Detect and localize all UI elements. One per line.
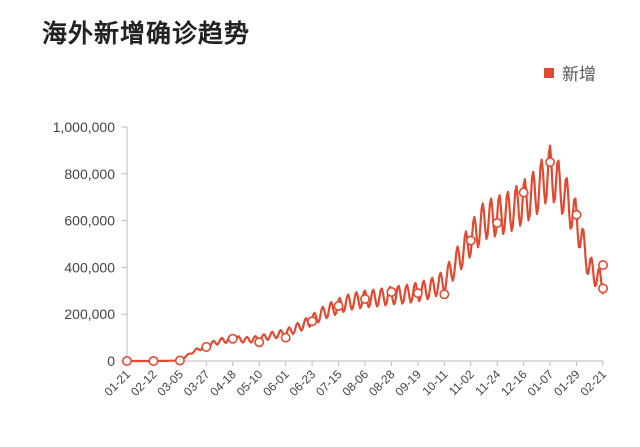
y-tick-label: 1,000,000 [53, 119, 115, 135]
data-point [254, 337, 265, 348]
x-tick-label: 08-06 [340, 367, 372, 399]
x-tick-label: 03-27 [181, 367, 213, 399]
y-tick-label: 600,000 [64, 213, 115, 229]
x-tick-label: 10-11 [419, 367, 450, 398]
x-tick-label: 11-24 [472, 367, 503, 398]
data-point [597, 260, 608, 271]
data-point [518, 187, 529, 198]
x-tick-label: 02-21 [578, 367, 610, 399]
legend-label: 新增 [562, 65, 596, 85]
y-tick-label: 200,000 [64, 306, 115, 322]
x-tick-label: 01-21 [102, 367, 134, 399]
data-point [571, 209, 582, 220]
data-point [492, 217, 503, 228]
y-tick-label: 800,000 [64, 166, 115, 182]
data-point [122, 355, 133, 366]
y-tick-label: 0 [107, 353, 115, 369]
series-line [127, 144, 605, 363]
x-tick-label: 04-18 [207, 367, 239, 399]
x-tick-label: 06-23 [287, 367, 319, 399]
data-point [280, 332, 291, 343]
data-point [412, 288, 423, 299]
x-tick-label: 12-16 [498, 367, 530, 399]
x-tick-label: 09-19 [392, 367, 424, 399]
plot-area [122, 144, 608, 366]
x-tick-label: 01-29 [551, 367, 583, 399]
x-tick-label: 08-28 [366, 367, 398, 399]
x-tick-label: 05-10 [234, 367, 266, 399]
chart-title: 海外新增确诊趋势 [42, 19, 251, 48]
data-point [359, 293, 370, 304]
data-point [439, 289, 450, 300]
data-point [174, 355, 185, 366]
data-point [307, 316, 318, 327]
data-point [333, 301, 344, 312]
data-point [227, 333, 238, 344]
x-tick-label: 02-12 [128, 367, 160, 399]
y-tick-label: 400,000 [64, 259, 115, 275]
y-axis: 0 200,000 400,000 600,000 800,000 1,000,000 [53, 119, 128, 369]
x-tick-label: 01-07 [525, 367, 557, 399]
x-tick-label: 11-02 [446, 367, 477, 398]
legend: 新增 [544, 60, 596, 85]
data-point [386, 286, 397, 297]
data-point [597, 283, 608, 294]
data-point [545, 157, 556, 168]
x-axis: 01-2102-1203-0503-2704-1805-1006-0106-23… [102, 360, 610, 399]
data-point [465, 235, 476, 246]
data-point [148, 355, 159, 366]
x-tick-label: 06-01 [260, 367, 292, 399]
legend-swatch [544, 67, 554, 78]
data-point [201, 341, 212, 352]
x-tick-label: 03-05 [154, 367, 186, 399]
x-tick-label: 07-15 [313, 367, 345, 399]
